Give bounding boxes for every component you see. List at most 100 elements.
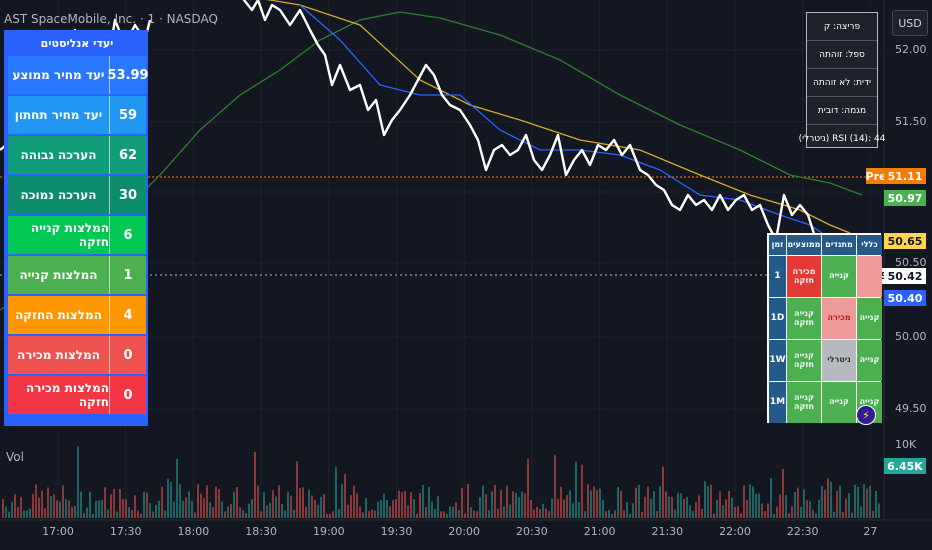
volume-bar — [251, 499, 253, 518]
volume-bar — [869, 485, 871, 518]
volume-bar — [662, 466, 664, 518]
fast-ma-price-tag: 50.40 — [884, 290, 926, 306]
volume-bar — [794, 491, 796, 518]
currency-button[interactable]: USD — [892, 10, 928, 36]
volume-bar — [362, 512, 364, 518]
volume-bar — [572, 503, 574, 518]
volume-bar — [374, 510, 376, 518]
volume-bar — [626, 502, 628, 518]
volume-bar — [659, 486, 661, 518]
volume-bar — [368, 511, 370, 518]
ratings-timeframe: 1M — [769, 382, 786, 423]
volume-bar — [467, 484, 469, 518]
volume-bar — [215, 486, 217, 518]
volume-bar — [695, 501, 697, 518]
volume-bar — [623, 510, 625, 518]
volume-bar — [608, 509, 610, 518]
volume-bar — [839, 485, 841, 518]
analyst-row-label: המלצות החזקה — [15, 308, 102, 322]
volume-bar — [395, 499, 397, 518]
volume-bar — [104, 487, 106, 518]
volume-bar — [824, 489, 826, 518]
analyst-row: המלצות מכירה 0 — [8, 336, 146, 376]
volume-bar — [23, 510, 25, 518]
volume-bar — [848, 493, 850, 518]
volume-bar — [422, 485, 424, 518]
volume-bar — [224, 511, 226, 518]
analyst-row-value: 0 — [109, 376, 146, 414]
volume-bar — [44, 508, 46, 518]
volume-bar — [350, 495, 352, 518]
volume-bar — [419, 492, 421, 518]
volume-bar — [476, 511, 478, 518]
mid-moving-average-line — [266, 0, 851, 234]
time-tick: 22:00 — [719, 525, 751, 538]
volume-bar — [563, 499, 565, 518]
volume-bar — [596, 490, 598, 518]
volume-bar — [452, 506, 454, 518]
analyst-row-value: 53.99 — [107, 56, 149, 94]
volume-bar — [80, 491, 82, 518]
volume-bar — [740, 513, 742, 518]
time-tick: 18:00 — [177, 525, 210, 538]
analyst-row-value: 30 — [109, 176, 146, 214]
volume-bar — [128, 507, 130, 518]
volume-bar — [326, 513, 328, 518]
volume-bar — [317, 504, 319, 518]
volume-bar — [8, 511, 10, 518]
volume-bar — [101, 499, 103, 518]
volume-bar — [167, 479, 169, 518]
volume-bar — [635, 487, 637, 518]
volume-bar — [356, 493, 358, 518]
volume-bar — [5, 506, 7, 518]
volume-bar — [332, 511, 334, 518]
analyst-row: המלצות קנייה 1 — [8, 256, 146, 296]
volume-bar — [548, 511, 550, 518]
volume-bar — [41, 490, 43, 518]
analyst-row-label: המלצות מכירה חזקה — [26, 381, 109, 409]
volume-bar — [239, 507, 241, 518]
volume-bar — [791, 506, 793, 518]
volume-bar — [425, 507, 427, 518]
volume-bar — [575, 461, 577, 518]
slow-moving-average-line — [0, 11, 863, 311]
volume-bar — [749, 484, 751, 518]
volume-bar — [110, 494, 112, 518]
volume-bar — [266, 505, 268, 518]
volume-bar — [176, 458, 178, 518]
volume-bar — [683, 498, 685, 518]
volume-bar — [653, 491, 655, 518]
pre-market-label: Pre — [865, 168, 887, 184]
volume-bar — [392, 500, 394, 518]
volume-bar — [713, 513, 715, 518]
volume-bar — [257, 485, 259, 518]
volume-bar — [497, 508, 499, 518]
analyst-row-value: 59 — [109, 96, 146, 134]
price-tick: 52.00 — [895, 43, 927, 56]
volume-bar — [143, 491, 145, 518]
volume-bar — [62, 485, 64, 518]
volume-bar — [686, 497, 688, 518]
ratings-timeframe: 1 — [769, 256, 786, 297]
analyst-row-label: יעד מחיר ממוצע — [12, 68, 105, 82]
volume-bar — [209, 502, 211, 518]
volume-bar — [854, 484, 856, 518]
ratings-timeframe: 1D — [769, 298, 786, 339]
volume-bar — [161, 486, 163, 518]
volume-bar — [560, 486, 562, 518]
volume-bar — [365, 498, 367, 518]
volume-bar — [875, 490, 877, 518]
price-tick: 50.00 — [895, 330, 927, 343]
volume-bar — [578, 502, 580, 518]
volume-bar — [872, 510, 874, 518]
volume-bar — [308, 489, 310, 518]
analyst-row-value: 4 — [109, 296, 146, 334]
volume-bar — [83, 513, 85, 518]
ratings-osc-cell: ניטרלי — [822, 340, 856, 381]
lightning-icon[interactable]: ⚡ — [856, 405, 876, 425]
volume-bar — [728, 490, 730, 518]
volume-bar — [632, 503, 634, 518]
analyst-row-value: 1 — [109, 256, 146, 294]
volume-bar — [689, 505, 691, 518]
time-tick: 21:00 — [583, 525, 616, 538]
